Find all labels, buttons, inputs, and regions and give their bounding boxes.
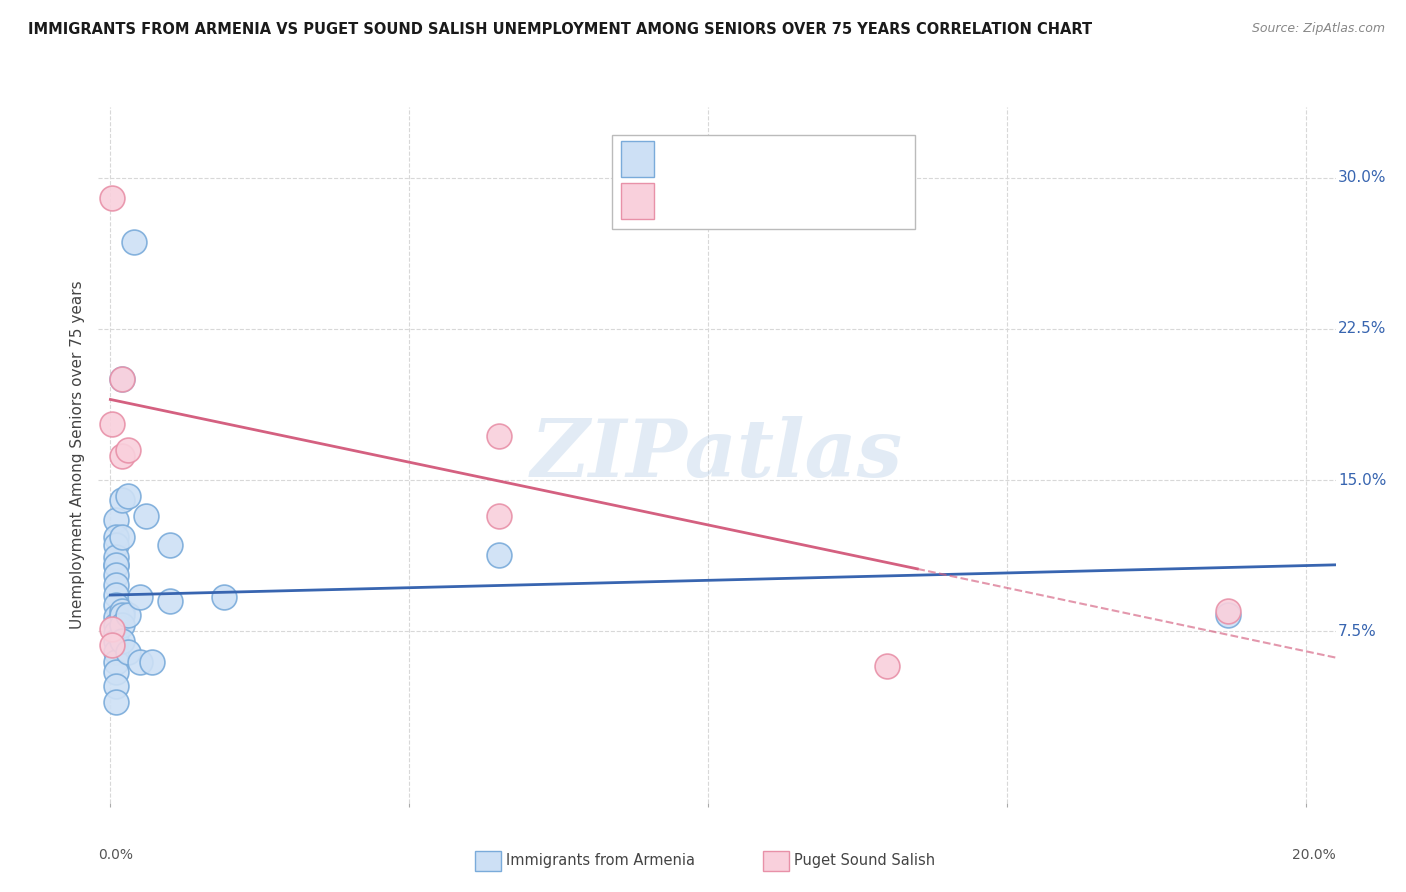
Point [111, 372, 134, 386]
Point [105, 588, 128, 602]
Point [111, 372, 134, 386]
Point [101, 623, 124, 637]
Point [105, 644, 128, 658]
Point [111, 604, 134, 618]
Point [105, 679, 128, 693]
Text: 15.0%: 15.0% [1339, 473, 1386, 488]
Point [488, 509, 510, 524]
Point [111, 493, 134, 508]
Text: 36: 36 [748, 159, 769, 173]
Point [105, 549, 128, 564]
Point [105, 695, 128, 709]
Point [117, 442, 139, 457]
Point [105, 626, 128, 640]
Point [124, 235, 146, 249]
Text: Immigrants from Armenia: Immigrants from Armenia [506, 854, 695, 868]
Point [1216, 604, 1239, 618]
Point [129, 655, 152, 669]
Point [105, 634, 128, 648]
Text: N =: N = [716, 159, 759, 173]
Point [1216, 608, 1239, 623]
Point [105, 618, 128, 632]
Text: Puget Sound Salish: Puget Sound Salish [794, 854, 935, 868]
Text: 0.066: 0.066 [689, 159, 742, 173]
Text: R =: R = [666, 201, 700, 216]
Text: 0.0%: 0.0% [98, 848, 134, 862]
Point [105, 665, 128, 679]
Text: 20.0%: 20.0% [1292, 848, 1336, 862]
Point [117, 489, 139, 503]
Point [111, 449, 134, 463]
Point [105, 598, 128, 612]
Point [159, 594, 181, 608]
Point [101, 191, 124, 205]
Text: 7.5%: 7.5% [1339, 624, 1376, 639]
Point [135, 509, 157, 524]
Text: 22.5%: 22.5% [1339, 321, 1386, 336]
Text: 10: 10 [748, 201, 769, 216]
Point [105, 655, 128, 669]
Point [111, 530, 134, 544]
Point [105, 610, 128, 624]
Point [488, 548, 510, 562]
Point [117, 608, 139, 623]
Point [101, 639, 124, 653]
Point [141, 655, 163, 669]
Point [105, 558, 128, 572]
Point [105, 578, 128, 592]
Text: 30.0%: 30.0% [1339, 170, 1386, 186]
Point [105, 530, 128, 544]
Point [488, 429, 510, 443]
Point [105, 568, 128, 582]
Point [105, 538, 128, 552]
Text: ZIPatlas: ZIPatlas [531, 417, 903, 493]
Point [117, 644, 139, 658]
Point [876, 658, 898, 673]
Point [111, 634, 134, 648]
Point [111, 608, 134, 623]
Point [111, 618, 134, 632]
Point [129, 590, 152, 604]
Point [105, 513, 128, 527]
Text: -0.259: -0.259 [689, 201, 744, 216]
Text: IMMIGRANTS FROM ARMENIA VS PUGET SOUND SALISH UNEMPLOYMENT AMONG SENIORS OVER 75: IMMIGRANTS FROM ARMENIA VS PUGET SOUND S… [28, 22, 1092, 37]
Text: N =: N = [716, 201, 759, 216]
Point [212, 590, 235, 604]
Point [105, 558, 128, 572]
Y-axis label: Unemployment Among Seniors over 75 years: Unemployment Among Seniors over 75 years [70, 281, 86, 629]
Point [159, 538, 181, 552]
Text: R =: R = [666, 159, 700, 173]
Point [101, 417, 124, 431]
Text: Source: ZipAtlas.com: Source: ZipAtlas.com [1251, 22, 1385, 36]
